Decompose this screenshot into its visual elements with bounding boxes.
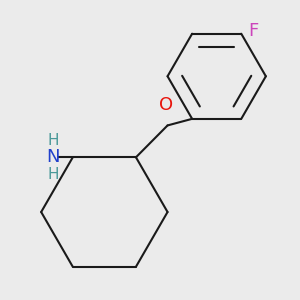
Text: F: F bbox=[248, 22, 259, 40]
Text: O: O bbox=[159, 96, 173, 114]
Text: N: N bbox=[46, 148, 60, 166]
Text: H: H bbox=[47, 133, 58, 148]
Text: H: H bbox=[47, 167, 58, 182]
